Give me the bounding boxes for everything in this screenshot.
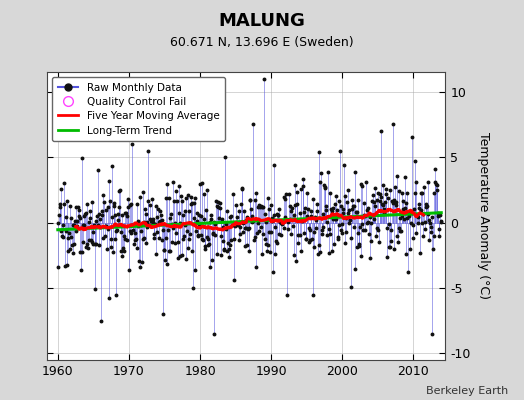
Text: 60.671 N, 13.696 E (Sweden): 60.671 N, 13.696 E (Sweden): [170, 36, 354, 49]
Text: MALUNG: MALUNG: [219, 12, 305, 30]
Legend: Raw Monthly Data, Quality Control Fail, Five Year Moving Average, Long-Term Tren: Raw Monthly Data, Quality Control Fail, …: [52, 77, 225, 141]
Y-axis label: Temperature Anomaly (°C): Temperature Anomaly (°C): [477, 132, 490, 300]
Text: Berkeley Earth: Berkeley Earth: [426, 386, 508, 396]
